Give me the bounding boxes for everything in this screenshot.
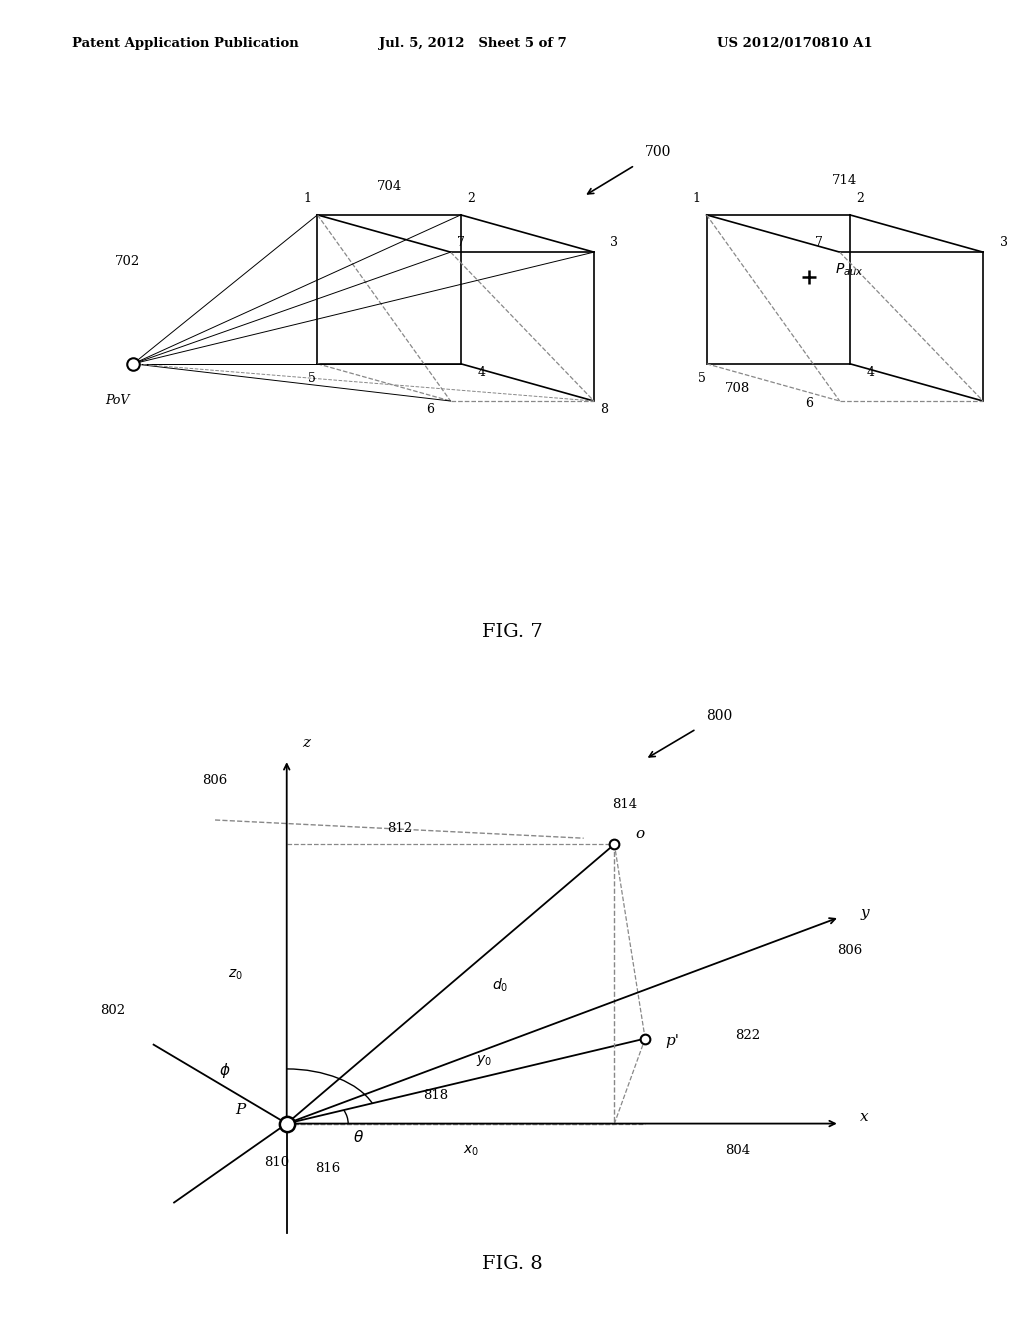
Text: 814: 814 xyxy=(612,797,637,810)
Text: o: o xyxy=(635,828,644,841)
Text: p': p' xyxy=(666,1034,680,1048)
Text: 804: 804 xyxy=(725,1144,750,1156)
Text: 4: 4 xyxy=(866,366,874,379)
Text: 3: 3 xyxy=(610,236,618,249)
Text: 806: 806 xyxy=(838,944,862,957)
Text: $z_0$: $z_0$ xyxy=(228,968,243,982)
Text: 818: 818 xyxy=(423,1089,447,1102)
Text: 704: 704 xyxy=(377,180,401,193)
Text: y: y xyxy=(860,906,868,920)
Text: 700: 700 xyxy=(645,145,672,158)
Text: 816: 816 xyxy=(315,1162,340,1175)
Text: Patent Application Publication: Patent Application Publication xyxy=(72,37,298,50)
Text: $d_0$: $d_0$ xyxy=(492,977,508,994)
Text: z: z xyxy=(302,737,310,750)
Text: $\phi$: $\phi$ xyxy=(219,1061,231,1080)
Text: 4: 4 xyxy=(477,366,485,379)
Text: 5: 5 xyxy=(697,372,706,385)
Text: 822: 822 xyxy=(735,1028,760,1041)
Text: 708: 708 xyxy=(725,381,750,395)
Text: 1: 1 xyxy=(303,193,311,206)
Text: $P_{aux}$: $P_{aux}$ xyxy=(835,261,863,279)
Text: 7: 7 xyxy=(815,236,823,249)
Text: 2: 2 xyxy=(467,193,475,206)
Text: US 2012/0170810 A1: US 2012/0170810 A1 xyxy=(717,37,872,50)
Text: Jul. 5, 2012   Sheet 5 of 7: Jul. 5, 2012 Sheet 5 of 7 xyxy=(379,37,566,50)
Text: 806: 806 xyxy=(203,774,227,787)
Text: 7: 7 xyxy=(457,236,465,249)
Text: 1: 1 xyxy=(692,193,700,206)
Text: 6: 6 xyxy=(805,397,813,411)
Text: $θ$: $θ$ xyxy=(353,1129,364,1144)
Text: 2: 2 xyxy=(856,193,864,206)
Text: 8: 8 xyxy=(600,404,608,416)
Text: 812: 812 xyxy=(387,822,412,836)
Text: PoV: PoV xyxy=(105,395,130,407)
Text: $x_0$: $x_0$ xyxy=(463,1144,479,1159)
Text: 810: 810 xyxy=(264,1156,289,1170)
Text: 802: 802 xyxy=(100,1005,125,1018)
Text: 714: 714 xyxy=(833,174,857,187)
Text: x: x xyxy=(860,1110,868,1123)
Text: $y_0$: $y_0$ xyxy=(476,1053,493,1068)
Text: FIG. 8: FIG. 8 xyxy=(481,1255,543,1274)
Text: 5: 5 xyxy=(308,372,316,385)
Text: 800: 800 xyxy=(707,709,733,723)
Text: P: P xyxy=(236,1104,246,1118)
Text: 6: 6 xyxy=(426,404,434,416)
Text: 3: 3 xyxy=(999,236,1008,249)
Text: 702: 702 xyxy=(116,255,140,268)
Text: FIG. 7: FIG. 7 xyxy=(481,623,543,640)
